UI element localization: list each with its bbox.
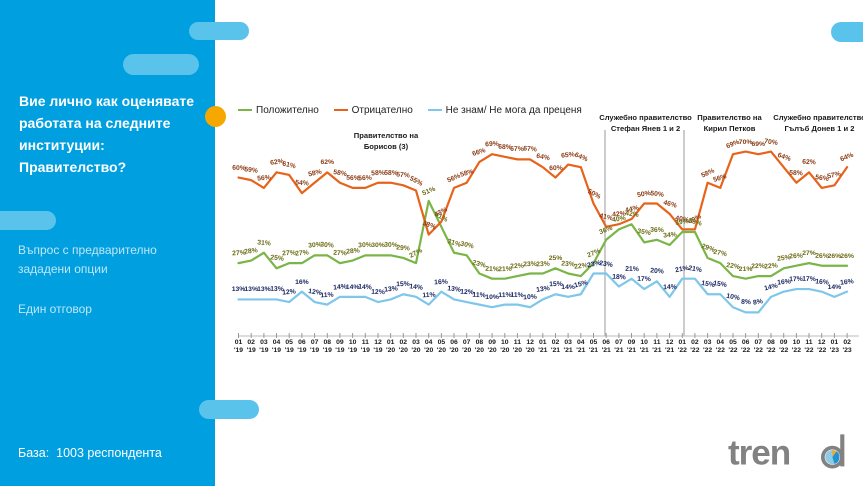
svg-text:tren: tren xyxy=(728,433,790,472)
